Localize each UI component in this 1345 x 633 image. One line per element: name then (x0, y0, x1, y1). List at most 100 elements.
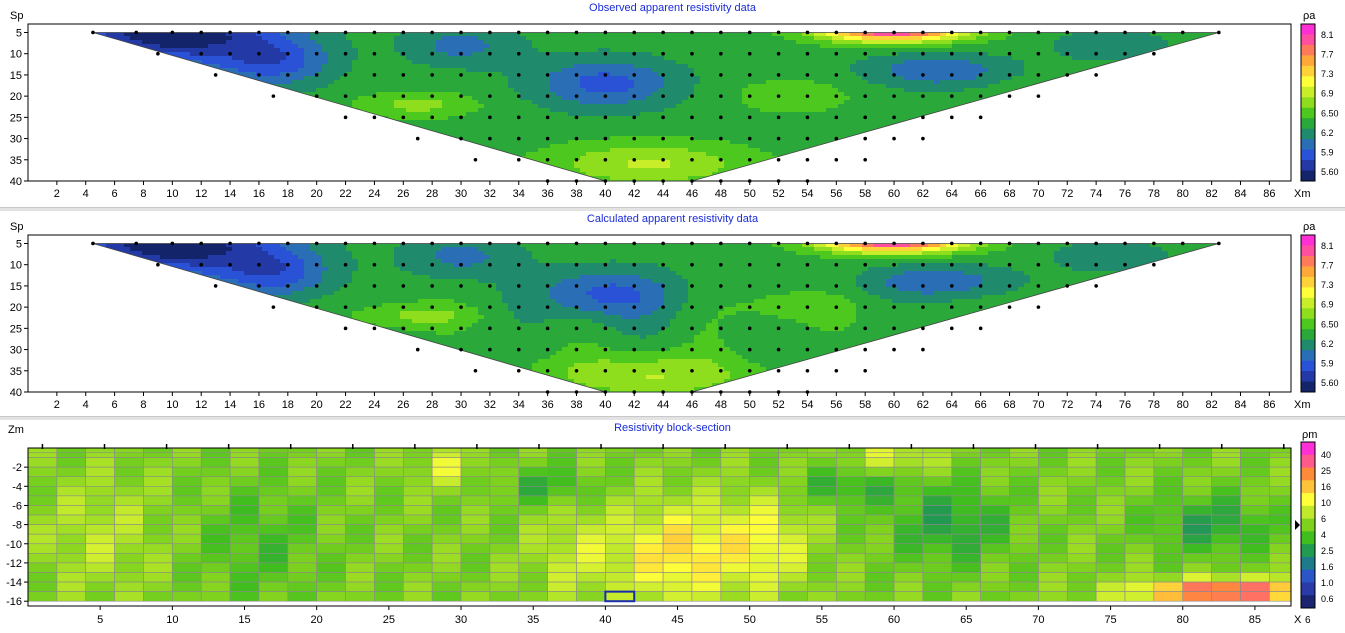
contour-cell (694, 88, 701, 93)
contour-cell (796, 92, 803, 97)
contour-cell (628, 72, 635, 77)
contour-cell (766, 40, 773, 45)
contour-cell (250, 52, 257, 57)
contour-cell (616, 104, 623, 109)
contour-cell (580, 108, 587, 113)
contour-cell (898, 52, 905, 57)
contour-cell (688, 40, 695, 45)
contour-cell (430, 80, 437, 85)
contour-cell (646, 108, 653, 113)
contour-cell (610, 96, 617, 101)
contour-cell (1168, 40, 1175, 45)
contour-cell (850, 68, 857, 73)
contour-cell (124, 36, 131, 41)
contour-cell (214, 48, 221, 53)
contour-cell (508, 48, 515, 53)
contour-cell (616, 48, 623, 53)
contour-cell (1096, 52, 1103, 57)
contour-cell (268, 60, 275, 65)
contour-cell (1060, 64, 1067, 69)
contour-cell (394, 108, 401, 113)
contour-cell (514, 68, 521, 73)
contour-cell (892, 48, 899, 53)
contour-cell (712, 88, 719, 93)
contour-cell (538, 32, 545, 37)
contour-cell (382, 96, 389, 101)
contour-cell (826, 100, 833, 105)
contour-cell (1072, 64, 1079, 69)
contour-cell (526, 56, 533, 61)
contour-cell (958, 32, 965, 37)
contour-cell (274, 76, 281, 81)
contour-cell (274, 48, 281, 53)
contour-cell (640, 96, 647, 101)
contour-cell (1036, 76, 1043, 81)
contour-cell (670, 56, 677, 61)
contour-cell (586, 96, 593, 101)
contour-cell (778, 68, 785, 73)
contour-cell (1150, 48, 1157, 53)
contour-cell (802, 40, 809, 45)
contour-cell (838, 44, 845, 49)
contour-cell (910, 88, 917, 93)
contour-cell (928, 60, 935, 65)
contour-cell (802, 108, 809, 113)
contour-cell (616, 64, 623, 69)
contour-cell (550, 84, 557, 89)
contour-cell (796, 100, 803, 105)
contour-cell (298, 32, 305, 37)
contour-cell (262, 72, 269, 77)
contour-cell (334, 48, 341, 53)
contour-cell (484, 56, 491, 61)
contour-cell (1048, 52, 1055, 57)
contour-cell (436, 108, 443, 113)
contour-cell (940, 76, 947, 81)
contour-cell (370, 92, 377, 97)
contour-cell (616, 60, 623, 65)
contour-cell (718, 92, 725, 97)
contour-cell (1036, 40, 1043, 45)
contour-cell (1060, 48, 1067, 53)
contour-cell (394, 68, 401, 73)
contour-cell (364, 84, 371, 89)
contour-cell (850, 112, 857, 117)
contour-cell (322, 32, 329, 37)
contour-cell (754, 104, 761, 109)
contour-cell (1054, 40, 1061, 45)
contour-cell (664, 60, 671, 65)
contour-cell (766, 44, 773, 49)
contour-cell (1042, 32, 1049, 37)
contour-cell (706, 96, 713, 101)
contour-cell (514, 44, 521, 49)
contour-cell (610, 76, 617, 81)
contour-cell (964, 96, 971, 101)
contour-cell (508, 40, 515, 45)
contour-cell (178, 44, 185, 49)
observed-title: Observed apparent resistivity data (589, 2, 756, 14)
contour-cell (502, 32, 509, 37)
contour-cell (454, 96, 461, 101)
contour-cell (406, 36, 413, 41)
contour-cell (592, 64, 599, 69)
contour-cell (688, 100, 695, 105)
contour-cell (982, 64, 989, 69)
contour-cell (394, 60, 401, 65)
contour-cell (706, 76, 713, 81)
contour-cell (652, 72, 659, 77)
contour-cell (514, 84, 521, 89)
contour-cell (772, 84, 779, 89)
contour-cell (640, 108, 647, 113)
contour-cell (1060, 44, 1067, 49)
contour-cell (286, 76, 293, 81)
contour-cell (460, 60, 467, 65)
contour-cell (904, 64, 911, 69)
contour-cell (808, 88, 815, 93)
contour-cell (1084, 48, 1091, 53)
contour-cell (760, 60, 767, 65)
contour-cell (544, 56, 551, 61)
contour-cell (424, 100, 431, 105)
contour-cell (508, 36, 515, 41)
contour-cell (244, 40, 251, 45)
contour-cell (784, 40, 791, 45)
contour-cell (370, 60, 377, 65)
